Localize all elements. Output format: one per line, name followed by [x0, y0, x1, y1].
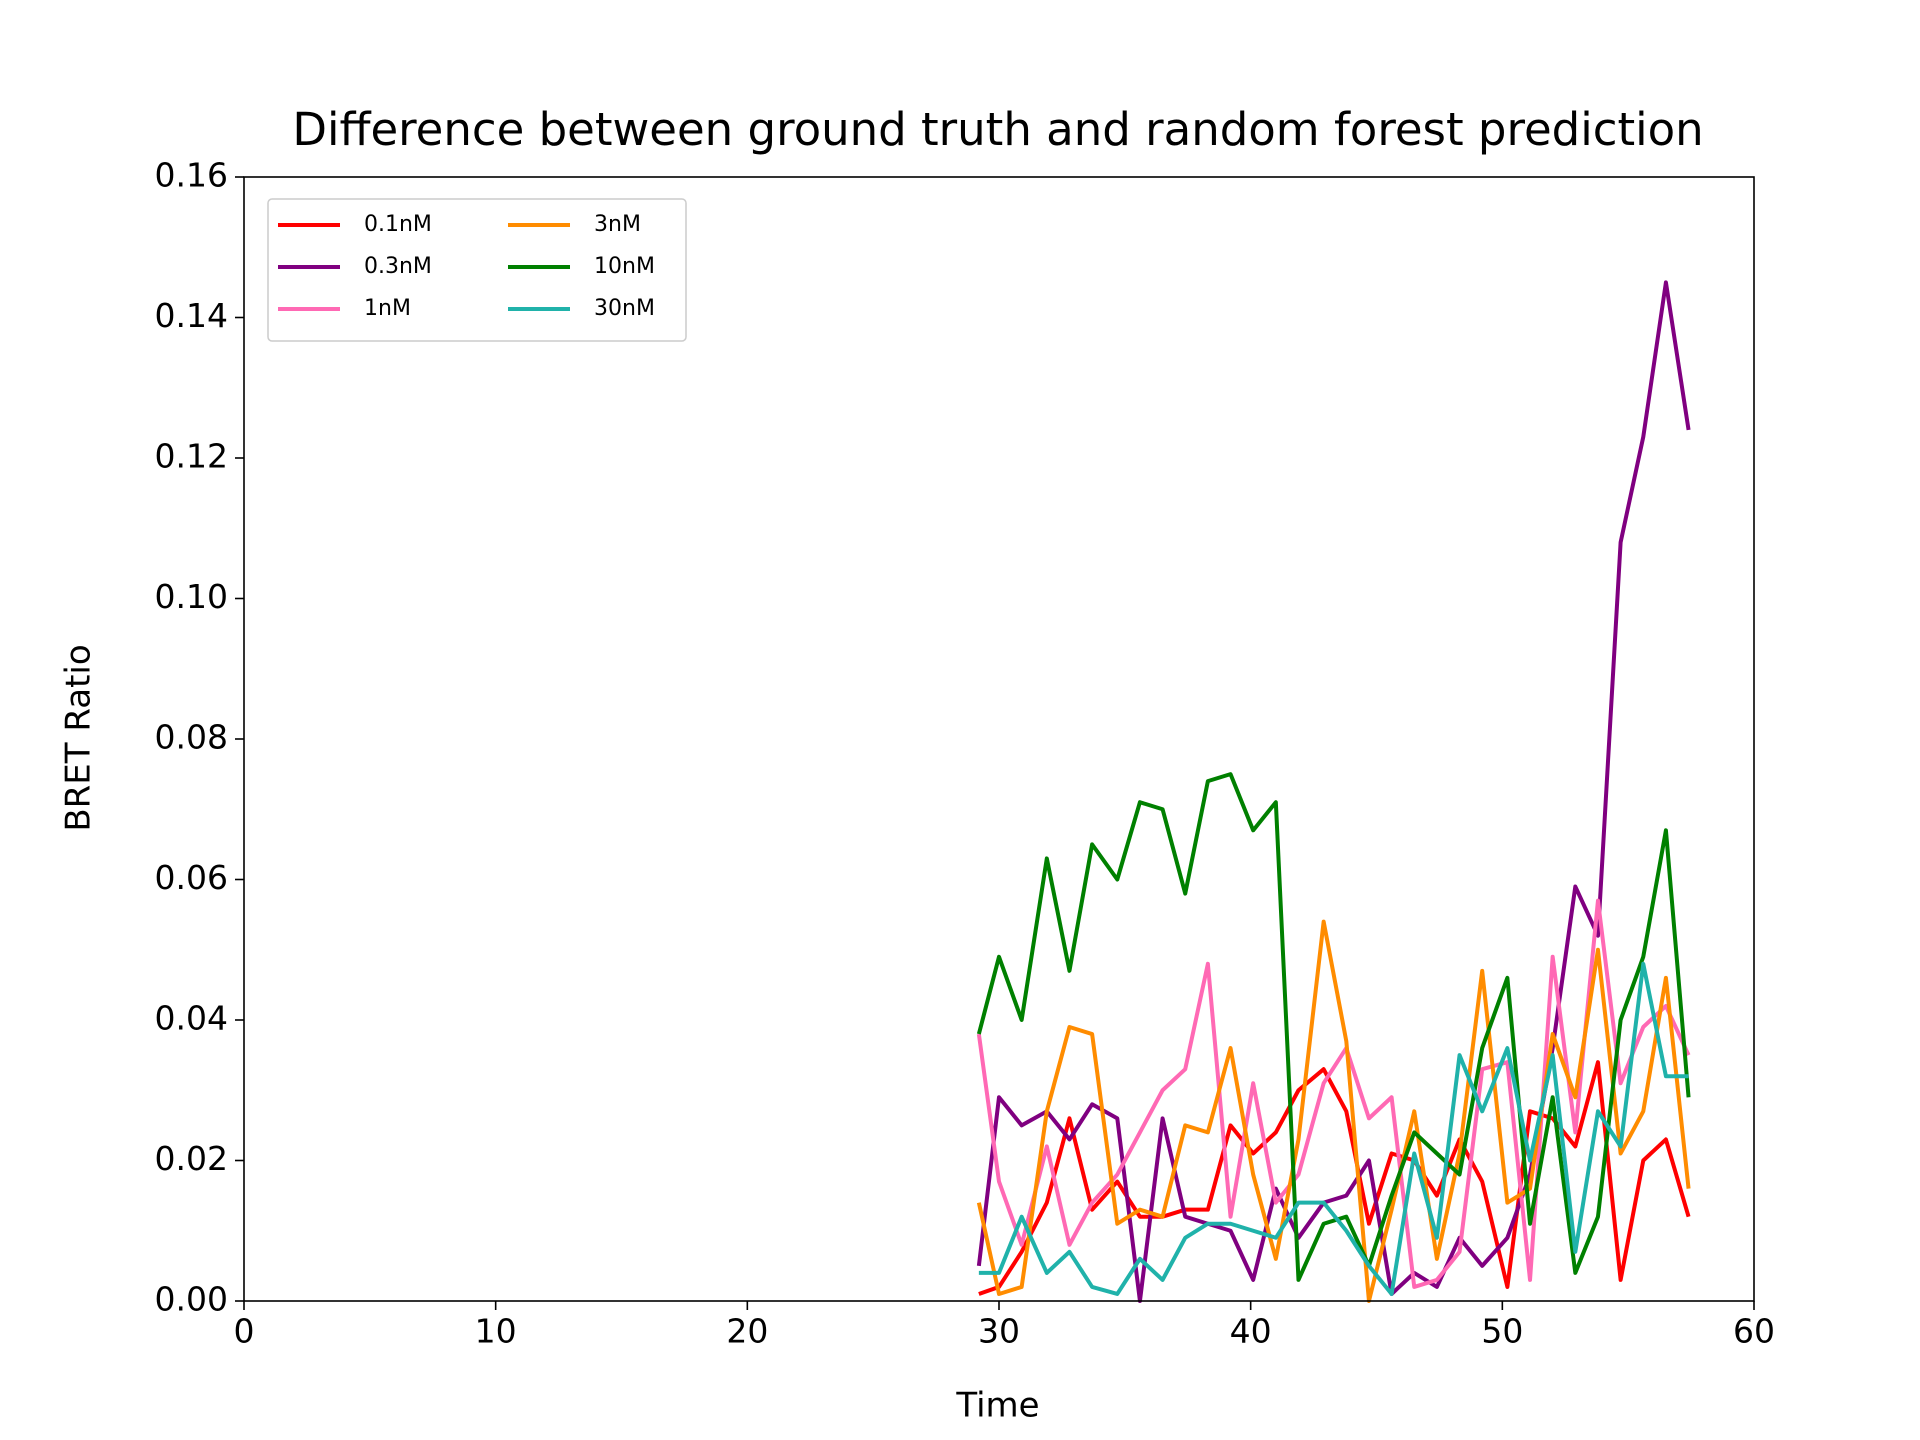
- y-tick-label: 0.10: [155, 577, 228, 616]
- y-tick-label: 0.08: [155, 718, 228, 757]
- line-series: [976, 280, 1691, 1303]
- line-series: [976, 772, 1691, 1282]
- y-tick-label: 0.14: [155, 296, 228, 335]
- x-tick-label: 60: [1733, 1312, 1775, 1351]
- x-axis-label: Time: [955, 1386, 1039, 1426]
- legend-label: 1nM: [364, 296, 411, 321]
- line-series: [976, 898, 1691, 1289]
- legend-label: 3nM: [594, 212, 641, 237]
- x-tick-label: 20: [726, 1312, 768, 1351]
- x-tick-label: 30: [978, 1312, 1020, 1351]
- x-tick-label: 50: [1481, 1312, 1523, 1351]
- line-series: [978, 1060, 1691, 1296]
- chart-title: Difference between ground truth and rand…: [292, 103, 1703, 156]
- y-tick-label: 0.00: [155, 1280, 228, 1319]
- y-tick-label: 0.12: [155, 437, 228, 476]
- legend-label: 0.1nM: [364, 212, 432, 237]
- x-tick-label: 40: [1230, 1312, 1272, 1351]
- y-tick-label: 0.16: [155, 156, 228, 195]
- legend-label: 30nM: [594, 296, 655, 321]
- y-tick-label: 0.06: [155, 858, 228, 897]
- legend-label: 10nM: [594, 254, 655, 279]
- legend-label: 0.3nM: [364, 254, 432, 279]
- line-series: [976, 919, 1691, 1303]
- x-tick-label: 10: [475, 1312, 517, 1351]
- y-tick-label: 0.04: [155, 999, 228, 1038]
- x-tick-label: 0: [234, 1312, 255, 1351]
- y-tick-label: 0.02: [155, 1139, 228, 1178]
- y-axis-label: BRET Ratio: [59, 644, 99, 831]
- plot-frame: [243, 176, 1755, 1302]
- line-series: [978, 961, 1689, 1296]
- legend-box: [267, 198, 687, 342]
